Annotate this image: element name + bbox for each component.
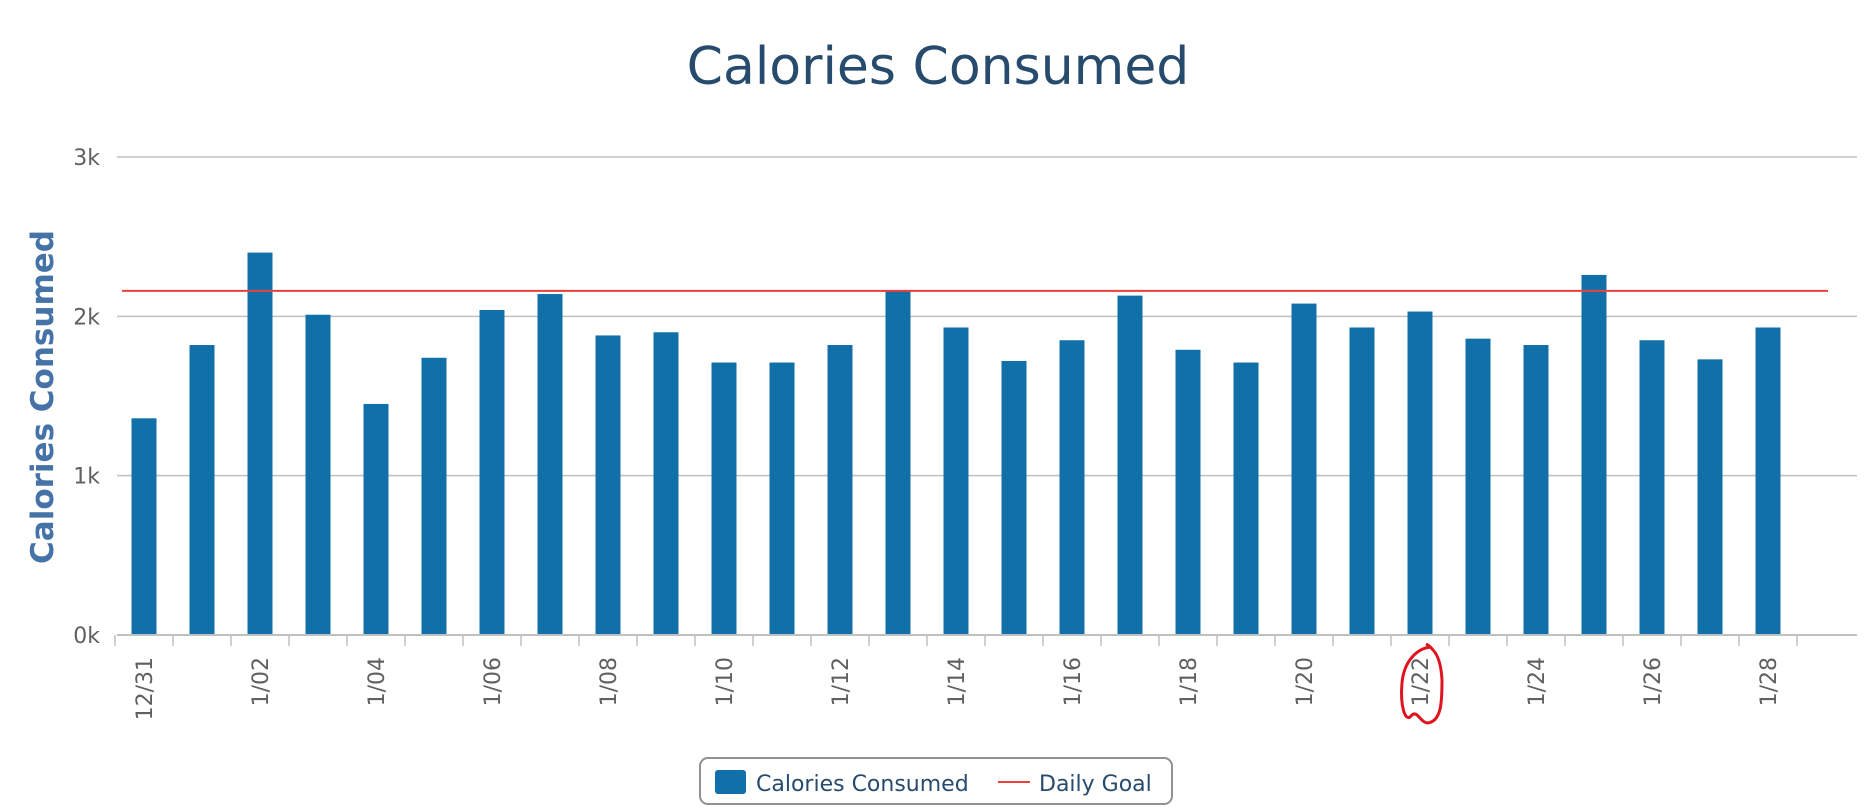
y-tick-label: 1k [73, 465, 100, 490]
bar[interactable] [1349, 327, 1375, 635]
legend-box [699, 757, 1173, 805]
x-tick-label: 1/12 [829, 657, 854, 706]
bar-series [131, 252, 1781, 635]
bar[interactable] [1755, 327, 1781, 635]
bar[interactable] [1059, 340, 1085, 635]
y-axis-ticks: 0k 1k 2k 3k [73, 146, 100, 649]
bar[interactable] [247, 252, 273, 635]
bar[interactable] [1233, 362, 1259, 635]
bar[interactable] [131, 418, 157, 635]
bar[interactable] [769, 362, 795, 635]
bar[interactable] [1697, 359, 1723, 635]
y-axis-title: Calories Consumed [25, 230, 61, 564]
bar[interactable] [1523, 345, 1549, 635]
bar[interactable] [363, 403, 389, 635]
legend-label-goal[interactable]: Daily Goal [1039, 772, 1152, 797]
x-tick-label: 1/20 [1293, 657, 1318, 706]
x-tick-label: 1/24 [1525, 657, 1550, 706]
bar[interactable] [537, 294, 563, 635]
y-tick-label: 0k [73, 624, 100, 649]
x-tick-label: 1/02 [249, 657, 274, 706]
bar[interactable] [305, 314, 331, 635]
bar[interactable] [827, 345, 853, 635]
bar[interactable] [711, 362, 737, 635]
x-tick-label: 1/16 [1061, 657, 1086, 706]
x-tick-label: 1/08 [597, 657, 622, 706]
bar[interactable] [1001, 360, 1027, 635]
bar[interactable] [1117, 295, 1143, 635]
x-tick-label: 1/22 [1409, 657, 1434, 706]
x-tick-label: 1/14 [945, 657, 970, 706]
bar[interactable] [1581, 274, 1607, 635]
bar[interactable] [885, 290, 911, 635]
bar[interactable] [1407, 311, 1433, 635]
legend-label-calories[interactable]: Calories Consumed [756, 772, 969, 797]
y-tick-label: 2k [73, 305, 100, 330]
bar[interactable] [1175, 349, 1201, 635]
x-tick-label: 1/06 [481, 657, 506, 706]
x-tick-label: 1/10 [713, 657, 738, 706]
x-axis [114, 634, 1857, 646]
bar[interactable] [595, 335, 621, 635]
bar[interactable] [479, 309, 505, 635]
x-tick-label: 1/18 [1177, 657, 1202, 706]
y-tick-label: 3k [73, 146, 100, 171]
legend-swatch-calories [715, 770, 746, 794]
x-tick-label: 1/28 [1757, 657, 1782, 706]
bar[interactable] [943, 327, 969, 635]
legend[interactable]: Calories Consumed Daily Goal [699, 757, 1173, 805]
x-tick-label: 1/26 [1641, 657, 1666, 706]
chart-title: Calories Consumed [687, 37, 1190, 97]
bar[interactable] [421, 357, 447, 635]
gridlines [117, 156, 1857, 477]
x-axis-tick-labels: 12/31 1/02 1/04 1/06 1/08 1/10 1/12 1/14 1/16 1/1… [133, 657, 1782, 720]
bar[interactable] [1465, 338, 1491, 635]
bar[interactable] [1291, 303, 1317, 635]
x-tick-label: 1/04 [365, 657, 390, 706]
annotation-circle [1400, 642, 1444, 725]
x-tick-label: 12/31 [133, 657, 158, 720]
bar[interactable] [653, 332, 679, 635]
bar[interactable] [189, 345, 215, 635]
bar[interactable] [1639, 340, 1665, 635]
